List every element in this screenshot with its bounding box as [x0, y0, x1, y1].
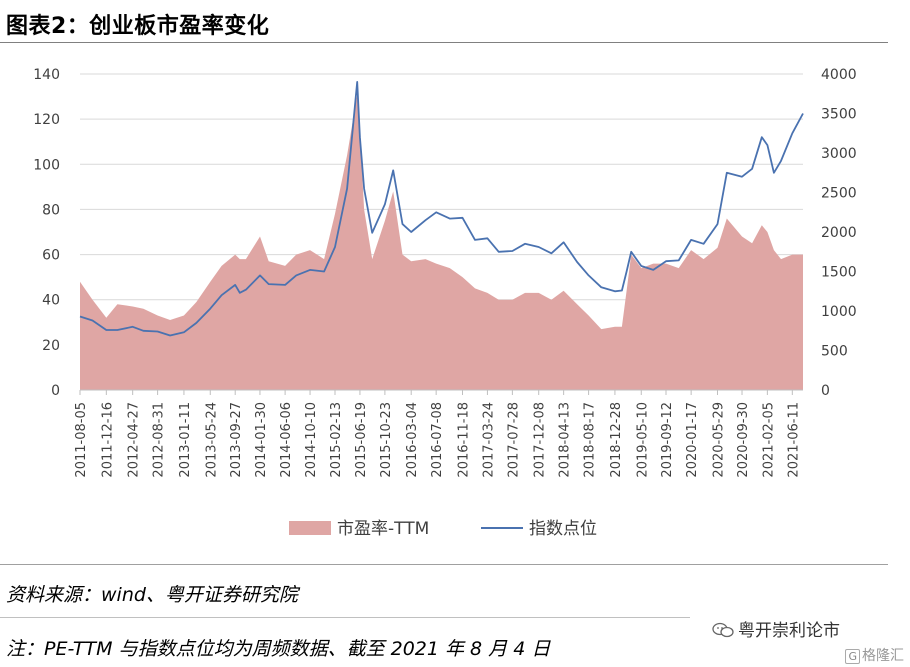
- y-right-tick-label: 3000: [821, 146, 857, 162]
- y-right-tick-label: 1000: [821, 304, 857, 320]
- x-tick-label: 2019-09-12: [660, 402, 675, 478]
- x-tick-label: 2015-02-13: [329, 402, 344, 478]
- brand-name: 粤开崇利论市: [738, 621, 840, 641]
- y-axis-left: 0 20 40 60 80 100 120 140: [33, 67, 60, 399]
- y-right-tick-label: 500: [821, 344, 848, 360]
- legend-swatch-pe: [289, 521, 331, 535]
- x-tick-label: 2012-04-27: [127, 402, 142, 478]
- legend-label-pe: 市盈率-TTM: [337, 519, 429, 539]
- x-axis: 2011-08-05 2011-12-16 2012-04-27 2012-08-31…: [74, 389, 803, 478]
- pe-area-layer: [80, 94, 803, 391]
- legend-label-index: 指数点位: [529, 519, 597, 539]
- x-tick-label: 2020-09-30: [736, 402, 751, 478]
- x-tick-label: 2017-03-24: [481, 402, 496, 478]
- source-text: 资料来源：wind、粤开证券研究院: [6, 584, 298, 606]
- x-tick-label: 2012-08-31: [152, 402, 167, 478]
- x-tick-label: 2020-05-29: [712, 402, 727, 478]
- y-left-tick-label: 100: [33, 157, 60, 173]
- x-tick-label: 2018-12-28: [609, 402, 624, 478]
- y-right-tick-label: 4000: [821, 67, 857, 83]
- y-right-tick-label: 3500: [821, 107, 857, 123]
- x-tick-label: 2018-04-13: [558, 402, 573, 478]
- chart-title: 图表2：创业板市盈率变化: [6, 14, 270, 39]
- watermark-text: 格隆汇: [862, 648, 904, 664]
- y-left-tick-label: 80: [42, 202, 60, 218]
- index-line-layer: [79, 81, 804, 337]
- x-tick-label: 2011-08-05: [74, 402, 89, 478]
- y-right-tick-label: 0: [821, 383, 830, 399]
- top-divider: [0, 42, 888, 43]
- x-tick-label: 2016-11-18: [457, 402, 472, 478]
- watermark-logo-icon: G: [845, 649, 860, 664]
- y-axis-right: 0 500 1000 1500 2000 2500 3000 3500 4000: [821, 67, 857, 399]
- x-tick-label: 2021-02-05: [761, 402, 776, 478]
- x-tick-label: 2017-07-28: [506, 402, 521, 478]
- x-tick-label: 2016-07-08: [430, 402, 445, 478]
- index-level-line: [79, 81, 804, 337]
- x-tick-label: 2018-08-17: [583, 402, 598, 478]
- x-tick-label: 2017-12-08: [533, 402, 548, 478]
- x-tick-label: 2014-10-10: [304, 402, 319, 478]
- x-tick-label: 2014-06-06: [279, 402, 294, 478]
- y-left-tick-label: 40: [42, 293, 60, 309]
- y-left-tick-label: 120: [33, 112, 60, 128]
- footer-divider: [0, 564, 888, 565]
- x-tick-label: 2013-01-11: [178, 402, 193, 478]
- x-tick-label: 2014-01-30: [254, 402, 269, 478]
- x-tick-label: 2021-06-11: [786, 402, 801, 478]
- note-divider: [0, 617, 690, 618]
- x-tick-label: 2015-10-23: [379, 402, 394, 478]
- x-tick-label: 2015-06-19: [354, 402, 369, 478]
- pe-ttm-area: [80, 94, 803, 391]
- brand-label: 粤开崇利论市: [712, 616, 840, 641]
- wechat-icon: [712, 622, 734, 638]
- legend: 市盈率-TTM 指数点位: [289, 519, 597, 539]
- watermark: G 格隆汇: [845, 645, 904, 665]
- y-left-tick-label: 60: [42, 248, 60, 264]
- y-left-tick-label: 140: [33, 67, 60, 83]
- x-tick-label: 2013-05-24: [204, 402, 219, 478]
- x-tick-label: 2013-09-27: [229, 402, 244, 478]
- x-tick-label: 2016-03-04: [405, 402, 420, 478]
- y-right-tick-label: 2000: [821, 225, 857, 241]
- y-right-tick-label: 1500: [821, 265, 857, 281]
- x-tick-label: 2020-01-17: [685, 402, 700, 478]
- pe-chart: 0 20 40 60 80 100 120 140 0 500 1000 1500 2000 2500 3…: [33, 67, 857, 539]
- y-left-tick-label: 20: [42, 338, 60, 354]
- note-text: 注：PE-TTM 与指数点位均为周频数据、截至 2021 年 8 月 4 日: [6, 638, 551, 660]
- x-tick-label: 2011-12-16: [100, 402, 115, 478]
- x-tick-label: 2019-05-10: [635, 402, 650, 478]
- y-left-tick-label: 0: [51, 383, 60, 399]
- y-right-tick-label: 2500: [821, 186, 857, 202]
